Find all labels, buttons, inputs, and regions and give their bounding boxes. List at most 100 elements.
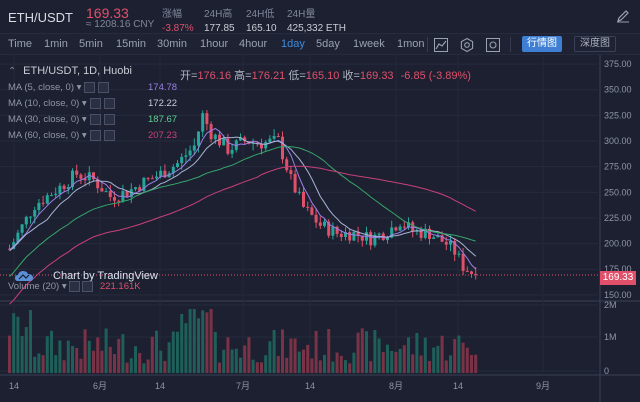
interval-1hour[interactable]: 1hour bbox=[200, 38, 229, 50]
volume-bar bbox=[58, 340, 62, 373]
volume-bar bbox=[293, 338, 297, 373]
depth-chart-button[interactable]: 深度图 bbox=[574, 36, 616, 52]
close-icon[interactable] bbox=[103, 129, 115, 141]
candle-body bbox=[260, 143, 263, 149]
settings-icon[interactable] bbox=[69, 281, 81, 292]
volume-bar bbox=[45, 336, 49, 373]
volume-bar bbox=[171, 331, 175, 373]
candle-body bbox=[159, 170, 163, 177]
volume-bar bbox=[423, 337, 427, 373]
candle-body bbox=[386, 237, 389, 241]
close-label: 收 bbox=[342, 70, 354, 82]
volume-bar bbox=[272, 330, 276, 373]
settings-icon[interactable] bbox=[89, 113, 101, 125]
candle-body bbox=[8, 248, 11, 250]
volume-bar bbox=[201, 310, 205, 373]
settings-icon[interactable] bbox=[84, 81, 96, 93]
candle-body bbox=[20, 224, 24, 233]
volume-bar bbox=[234, 348, 238, 373]
pen-tool-icon[interactable] bbox=[616, 9, 630, 23]
interval-5min[interactable]: 5min bbox=[79, 38, 103, 50]
volume-bar bbox=[108, 346, 112, 373]
candle-body bbox=[226, 138, 230, 154]
volume-bar bbox=[146, 359, 150, 373]
price-chart[interactable]: 375.00 350.00 325.00 300.00 275.00 250.00 225.… bbox=[0, 55, 640, 402]
candle-body bbox=[461, 253, 465, 271]
candle-body bbox=[222, 138, 226, 146]
chart-legend-title: ⌃ ETH/USDT, 1D, Huobi bbox=[8, 65, 132, 77]
ma-value: 207.23 bbox=[148, 130, 178, 141]
candle-body bbox=[440, 235, 444, 242]
candle-body bbox=[264, 142, 268, 149]
collapse-icon[interactable]: ⌃ bbox=[8, 66, 17, 77]
candle-body bbox=[318, 222, 322, 226]
volume-bar bbox=[188, 309, 192, 373]
candle-body bbox=[369, 232, 373, 246]
close-icon[interactable] bbox=[103, 113, 115, 125]
interval-1week[interactable]: 1week bbox=[353, 38, 385, 50]
y-tick-label: 375.00 bbox=[604, 59, 632, 69]
indicators-icon[interactable] bbox=[433, 37, 449, 53]
close-value: 169.33 bbox=[359, 70, 394, 82]
close-icon[interactable] bbox=[82, 281, 94, 292]
volume-bar bbox=[125, 362, 129, 373]
open-label: 开 bbox=[180, 70, 191, 82]
settings-icon[interactable] bbox=[89, 129, 101, 141]
stat-24h-low: 24H低 165.10 bbox=[246, 5, 277, 34]
candle-body bbox=[302, 191, 305, 207]
volume-bar bbox=[87, 340, 91, 373]
candle-body bbox=[75, 170, 79, 175]
candle-body bbox=[470, 271, 473, 275]
interval-1day[interactable]: 1day bbox=[281, 38, 305, 50]
chart-area[interactable]: 375.00 350.00 325.00 300.00 275.00 250.00 225.… bbox=[0, 55, 640, 402]
volume-bar bbox=[163, 360, 167, 373]
candle-body bbox=[201, 113, 205, 132]
volume-bar bbox=[197, 318, 200, 373]
volume-bar bbox=[419, 355, 423, 373]
settings-icon[interactable] bbox=[89, 97, 101, 109]
interval-4hour[interactable]: 4hour bbox=[239, 38, 268, 50]
volume-bar bbox=[365, 331, 368, 373]
interval-15min[interactable]: 15min bbox=[116, 38, 146, 50]
settings-icon[interactable] bbox=[459, 37, 475, 53]
candle-body bbox=[423, 228, 427, 238]
interval-1mon[interactable]: 1mon bbox=[397, 38, 425, 50]
volume-bar bbox=[213, 331, 217, 373]
volume-bar bbox=[394, 351, 398, 373]
ma-value: 187.67 bbox=[148, 114, 178, 125]
open-value: 176.16 bbox=[197, 70, 232, 82]
close-icon[interactable] bbox=[103, 97, 115, 109]
line-chart-button[interactable]: 行情图 bbox=[522, 36, 562, 52]
volume-bar bbox=[411, 354, 415, 373]
pair-symbol[interactable]: ETH/USDT bbox=[8, 10, 73, 25]
candle-body bbox=[113, 197, 116, 201]
stat-change: 涨幅 -3.87% bbox=[162, 5, 194, 34]
x-tick-label: 9月 bbox=[536, 381, 550, 391]
volume-value: 221.161K bbox=[99, 281, 141, 293]
candle-body bbox=[323, 221, 326, 226]
volume-label: Volume (20) bbox=[8, 281, 60, 293]
interval-30min[interactable]: 30min bbox=[157, 38, 187, 50]
volume-bar bbox=[180, 313, 184, 373]
candle-body bbox=[100, 188, 104, 192]
tradingview-watermark: Chart by TradingView bbox=[53, 270, 158, 282]
ma-30-legend: MA (30, close, 0) ▾ 187.67 bbox=[8, 113, 178, 125]
volume-bar bbox=[432, 347, 436, 373]
volume-bar bbox=[356, 332, 360, 373]
volume-bar bbox=[247, 337, 251, 373]
volume-bar bbox=[79, 358, 83, 373]
candle-body bbox=[268, 138, 272, 143]
interval-5day[interactable]: 5day bbox=[316, 38, 340, 50]
volume-bar bbox=[66, 340, 70, 373]
ma-label: MA (30, close, 0) bbox=[8, 114, 80, 125]
close-icon[interactable] bbox=[98, 81, 110, 93]
interval-time[interactable]: Time bbox=[8, 38, 33, 50]
volume-bar bbox=[327, 328, 331, 373]
screenshot-icon[interactable] bbox=[485, 37, 501, 53]
candle-body bbox=[29, 216, 32, 218]
candle-body bbox=[474, 274, 478, 276]
volume-bar bbox=[33, 356, 37, 373]
interval-1min[interactable]: 1min bbox=[44, 38, 68, 50]
ma-label: MA (5, close, 0) bbox=[8, 82, 74, 93]
volume-bar bbox=[285, 357, 289, 373]
